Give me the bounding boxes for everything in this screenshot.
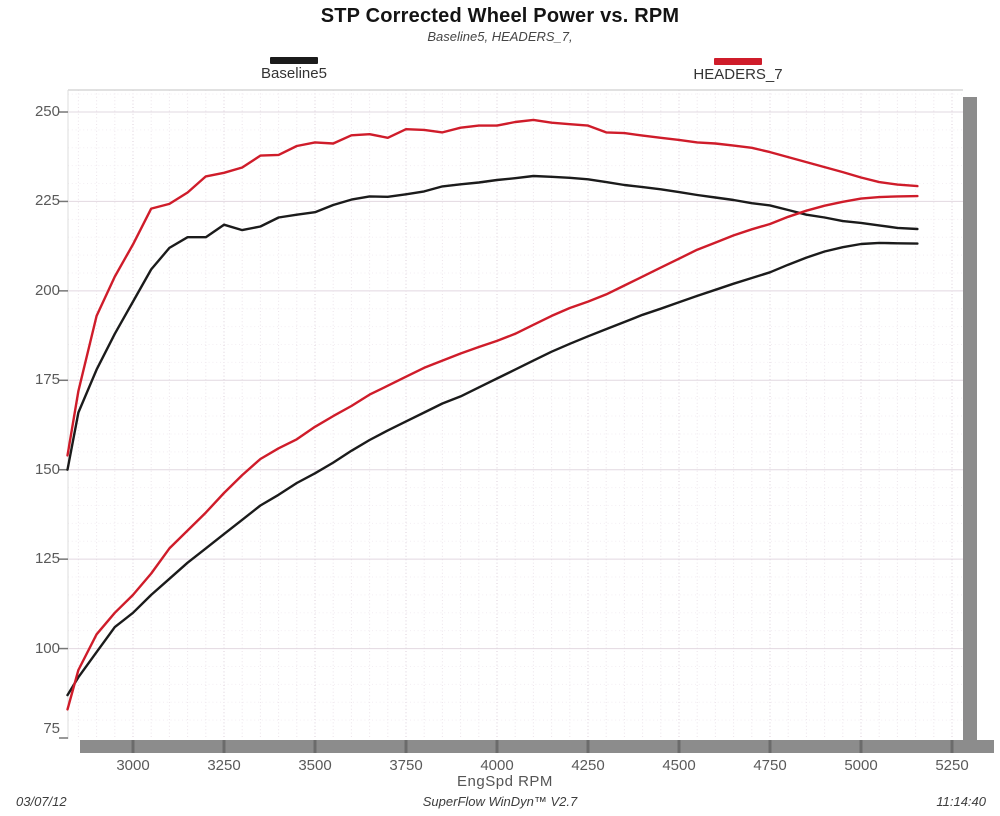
x-axis-labels: 3000 3250 3500 3750 4000 4250 4500 4750 5000 5250 — [0, 757, 1000, 775]
x-tick-label: 4000 — [480, 757, 514, 774]
legend-swatch-baseline5 — [270, 57, 318, 64]
x-tick-label: 4250 — [571, 757, 605, 774]
legend-swatch-headers7 — [714, 58, 762, 65]
x-tick-label: 5250 — [935, 757, 969, 774]
curve-baseline5-upper — [66, 174, 919, 471]
y-tick-label: 125 — [34, 550, 60, 568]
curve-baseline5-lower — [66, 241, 919, 697]
y-tick-label: 175 — [34, 371, 60, 389]
curve-headers-7-upper — [66, 118, 919, 457]
x-tick-label: 3750 — [389, 757, 423, 774]
y-tick-label: 250 — [34, 103, 60, 120]
x-tick-label: 3250 — [207, 757, 241, 774]
y-tick-label: 150 — [34, 460, 60, 478]
footer-software: SuperFlow WinDyn™ V2.7 — [422, 794, 578, 809]
y-tick-label: 100 — [34, 639, 60, 657]
chart-subtitle: Baseline5, HEADERS_7, — [427, 29, 573, 44]
y-tick-label: 225 — [34, 192, 60, 210]
curve-headers-7-lower — [66, 194, 919, 711]
footer-time: 11:14:40 — [936, 794, 986, 809]
legend-label-baseline5: Baseline5 — [261, 65, 327, 82]
y-axis-labels: 75 100 125 150 175 200 225 250 — [8, 0, 60, 816]
x-tick-label: 5000 — [844, 757, 878, 774]
x-tick-label: 4500 — [662, 757, 696, 774]
x-axis-title: EngSpd RPM — [457, 773, 553, 790]
y-tick-label: 75 — [43, 720, 60, 737]
footer-date: 03/07/12 — [16, 794, 67, 809]
x-tick-label: 3000 — [116, 757, 150, 774]
x-tick-label: 4750 — [753, 757, 787, 774]
y-tick-label: 200 — [34, 281, 60, 299]
x-tick-label: 3500 — [298, 757, 332, 774]
chart-title: STP Corrected Wheel Power vs. RPM — [320, 5, 680, 27]
legend-label-headers7: HEADERS_7 — [693, 66, 783, 83]
